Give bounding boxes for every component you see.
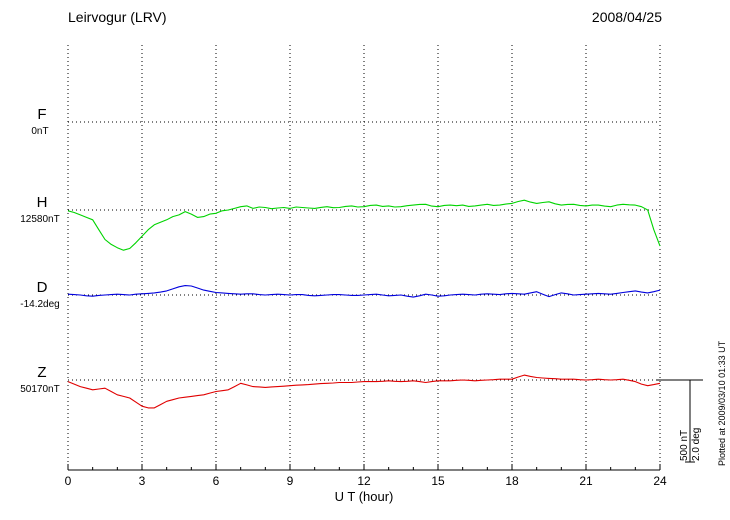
series-labels-layer: F 0nT H 12580nT D -14.2deg Z 50170nT — [20, 106, 59, 395]
series-baseline-label-Z: 50170nT — [20, 384, 59, 395]
x-tick-label: 15 — [431, 474, 445, 488]
station-title: Leirvogur (LRV) — [68, 9, 167, 25]
x-tick-label: 24 — [653, 474, 667, 488]
x-tick-label: 18 — [505, 474, 519, 488]
x-tick-label: 3 — [139, 474, 146, 488]
series-baseline-label-D: -14.2deg — [20, 299, 59, 310]
axis-layer: 0 3 6 9 12 15 18 21 24 — [65, 464, 667, 488]
series-letter-Z: Z — [37, 364, 46, 381]
scale-bar-nt-label: 500 nT — [679, 430, 690, 461]
scale-bar-deg-label: 2.0 deg — [691, 428, 702, 461]
date-label: 2008/04/25 — [592, 9, 662, 25]
x-tick-label: 0 — [65, 474, 72, 488]
plotted-at-label: Plotted at 2009/03/10 01:33 UT — [717, 340, 727, 466]
x-tick-label: 21 — [579, 474, 593, 488]
series-baseline-label-F: 0nT — [31, 126, 48, 137]
x-tick-label: 6 — [213, 474, 220, 488]
trace-D — [67, 285, 661, 298]
series-baseline-label-H: 12580nT — [20, 214, 59, 225]
series-letter-F: F — [37, 106, 46, 123]
series-letter-H: H — [37, 194, 48, 211]
x-tick-label: 12 — [357, 474, 371, 488]
trace-Z — [67, 374, 661, 409]
grid-layer — [67, 45, 661, 469]
trace-H — [67, 199, 661, 251]
series-letter-D: D — [37, 279, 48, 296]
traces-layer — [67, 199, 661, 409]
scale-bar-layer — [656, 379, 703, 463]
x-axis-title: U T (hour) — [335, 489, 394, 504]
x-tick-label: 9 — [287, 474, 294, 488]
